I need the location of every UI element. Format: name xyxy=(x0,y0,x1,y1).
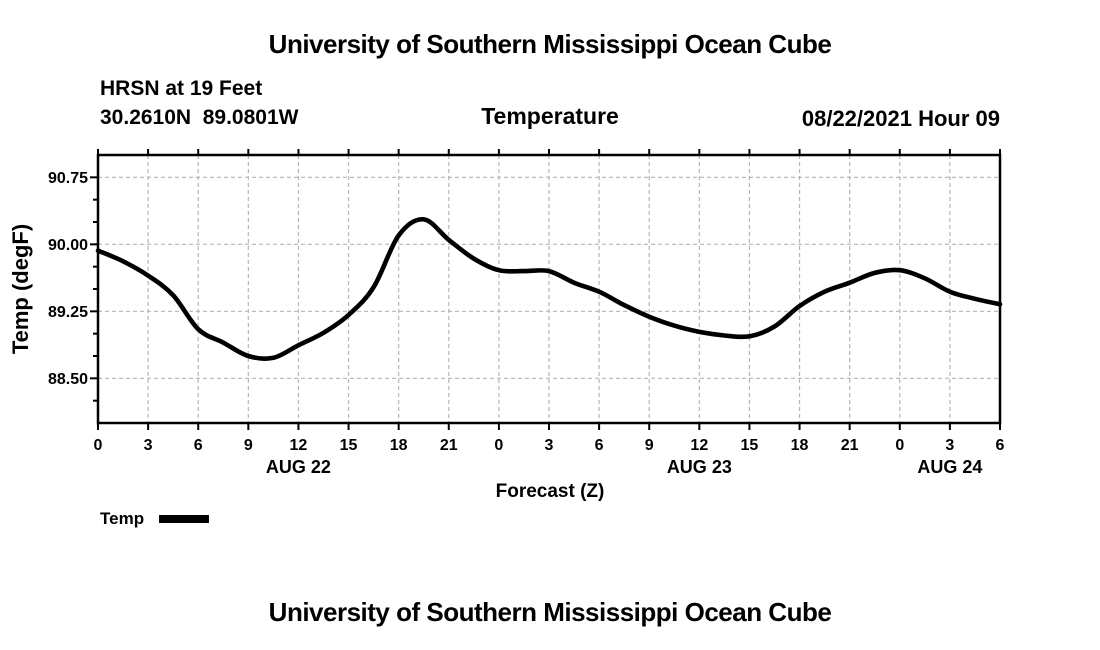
variable-title: Temperature xyxy=(481,103,619,129)
x-tick-label: 18 xyxy=(390,437,408,454)
footer-title: University of Southern Mississippi Ocean… xyxy=(268,597,832,627)
run-date-label: 08/22/2021 Hour 09 xyxy=(801,106,1000,131)
x-tick-label: 6 xyxy=(595,437,604,454)
x-tick-label: 21 xyxy=(841,437,859,454)
date-label: AUG 24 xyxy=(917,457,982,477)
page-title: University of Southern Mississippi Ocean… xyxy=(268,29,832,59)
x-tick-label: 9 xyxy=(244,437,253,454)
y-tick-label: 90.75 xyxy=(48,170,88,187)
x-tick-label: 9 xyxy=(645,437,654,454)
x-tick-label: 15 xyxy=(741,437,759,454)
y-tick-label: 90.00 xyxy=(48,237,88,254)
legend-label: Temp xyxy=(100,509,145,528)
x-tick-label: 3 xyxy=(545,437,554,454)
x-tick-label: 0 xyxy=(94,437,103,454)
legend: Temp xyxy=(100,509,210,529)
plot-frame xyxy=(96,153,1002,425)
y-axis-title: Temp (degF) xyxy=(8,224,33,354)
x-tick-label: 21 xyxy=(440,437,458,454)
x-tick-label: 6 xyxy=(996,437,1005,454)
x-tick-label: 3 xyxy=(144,437,153,454)
x-tick-label: 6 xyxy=(194,437,203,454)
temp-line xyxy=(95,216,1003,361)
x-tick-label: 12 xyxy=(690,437,708,454)
x-tick-label: 18 xyxy=(791,437,809,454)
y-tick-label: 89.25 xyxy=(48,304,88,321)
x-tick-label: 0 xyxy=(895,437,904,454)
x-axis-title: Forecast (Z) xyxy=(495,481,605,502)
date-label: AUG 23 xyxy=(667,457,732,477)
x-tick-label: 15 xyxy=(340,437,358,454)
coordinates-label: 30.2610N 89.0801W xyxy=(100,106,299,129)
date-label: AUG 22 xyxy=(266,457,331,477)
x-tick-label: 3 xyxy=(945,437,954,454)
y-tick-label: 88.50 xyxy=(48,371,88,388)
station-label: HRSN at 19 Feet xyxy=(100,77,263,100)
x-tick-label: 0 xyxy=(494,437,503,454)
legend-line-swatch xyxy=(159,515,210,523)
x-tick-label: 12 xyxy=(290,437,308,454)
